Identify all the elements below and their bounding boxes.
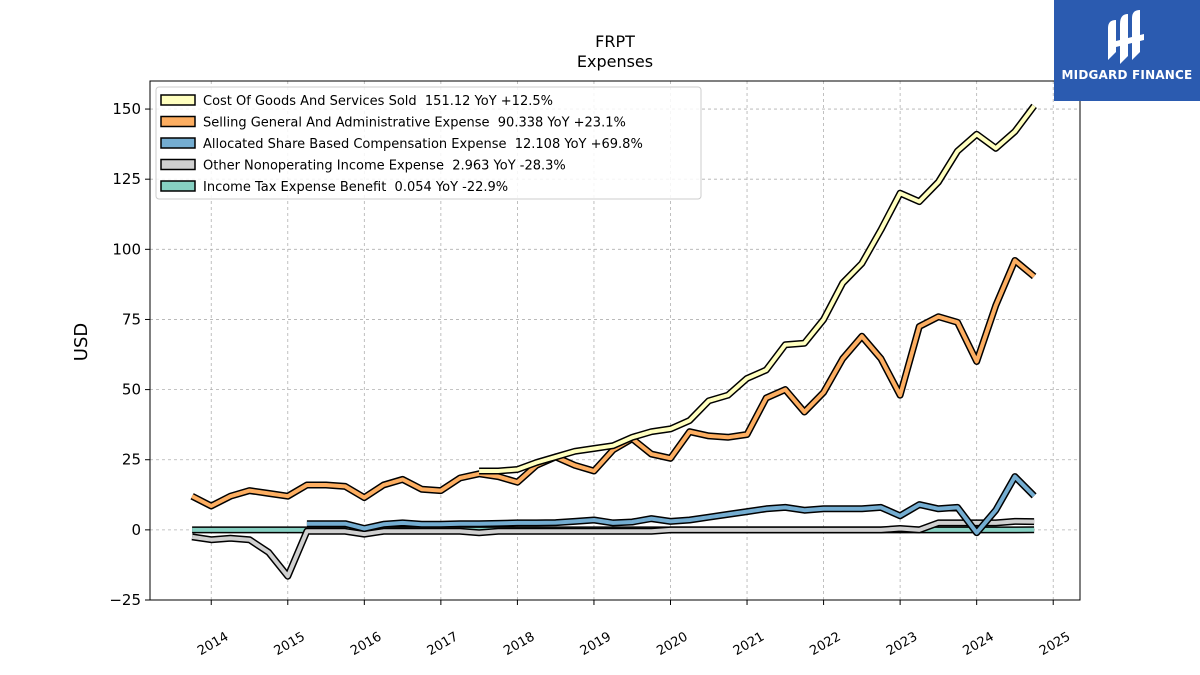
- series-line: [191, 258, 1036, 508]
- y-tick-label: 25: [122, 451, 141, 469]
- y-tick-label: 125: [112, 170, 141, 188]
- legend-box: [155, 86, 702, 200]
- legend-swatch: [160, 158, 196, 171]
- x-tick-label: 2021: [731, 629, 767, 659]
- chart-title: FRPT: [595, 32, 635, 51]
- series-outline: [190, 257, 1037, 510]
- series-layer: [190, 103, 1037, 580]
- legend-label: Other Nonoperating Income Expense 2.963 …: [203, 159, 566, 174]
- y-tick-label: −25: [109, 591, 141, 609]
- legend: Cost Of Goods And Services Sold 151.12 Y…: [155, 86, 702, 200]
- plot-area-frame: [149, 80, 1081, 601]
- midgard-finance-logo: MIDGARD FINANCE: [1054, 0, 1200, 101]
- legend-swatch: [160, 94, 196, 106]
- chart-subtitle: Expenses: [577, 52, 653, 71]
- x-tick-label: 2019: [578, 629, 614, 659]
- x-tick-label: 2018: [501, 629, 537, 659]
- logo-text: MIDGARD FINANCE: [1061, 68, 1193, 82]
- x-tick-label: 2025: [1037, 629, 1073, 659]
- legend-label: Allocated Share Based Compensation Expen…: [203, 137, 643, 152]
- legend-swatch: [160, 180, 196, 192]
- x-tick-label: 2024: [961, 629, 997, 659]
- x-tick-label: 2022: [807, 629, 843, 659]
- x-tick-label: 2017: [425, 629, 461, 659]
- legend-swatch: [160, 115, 196, 128]
- x-tick-label: 2016: [348, 629, 384, 659]
- x-tick-label: 2015: [272, 629, 308, 659]
- y-axis: −25 0 25 50 75 100 125 150: [109, 100, 150, 609]
- y-tick-label: 150: [112, 100, 141, 118]
- x-tick-label: 2014: [195, 629, 231, 659]
- x-tick-label: 2023: [884, 629, 920, 659]
- legend-swatch: [160, 137, 196, 149]
- y-tick-label: 75: [122, 310, 141, 328]
- y-tick-label: 0: [131, 521, 141, 539]
- y-tick-label: 100: [112, 240, 141, 258]
- x-tick-label: 2020: [654, 629, 690, 659]
- y-axis-label: USD: [71, 323, 92, 361]
- x-axis: 2014 2015 2016 2017 2018 2019 2020 2021 2022 2023…: [195, 600, 1073, 659]
- y-tick-label: 50: [122, 381, 141, 399]
- legend-label: Cost Of Goods And Services Sold 151.12 Y…: [203, 94, 553, 109]
- series-line: [479, 104, 1036, 473]
- midgard-logo-icon: [1108, 10, 1144, 64]
- legend-label: Selling General And Administrative Expen…: [203, 116, 626, 131]
- series-line: [191, 519, 1035, 579]
- series-line: [306, 474, 1036, 535]
- legend-label: Income Tax Expense Benefit 0.054 YoY -22…: [203, 180, 508, 195]
